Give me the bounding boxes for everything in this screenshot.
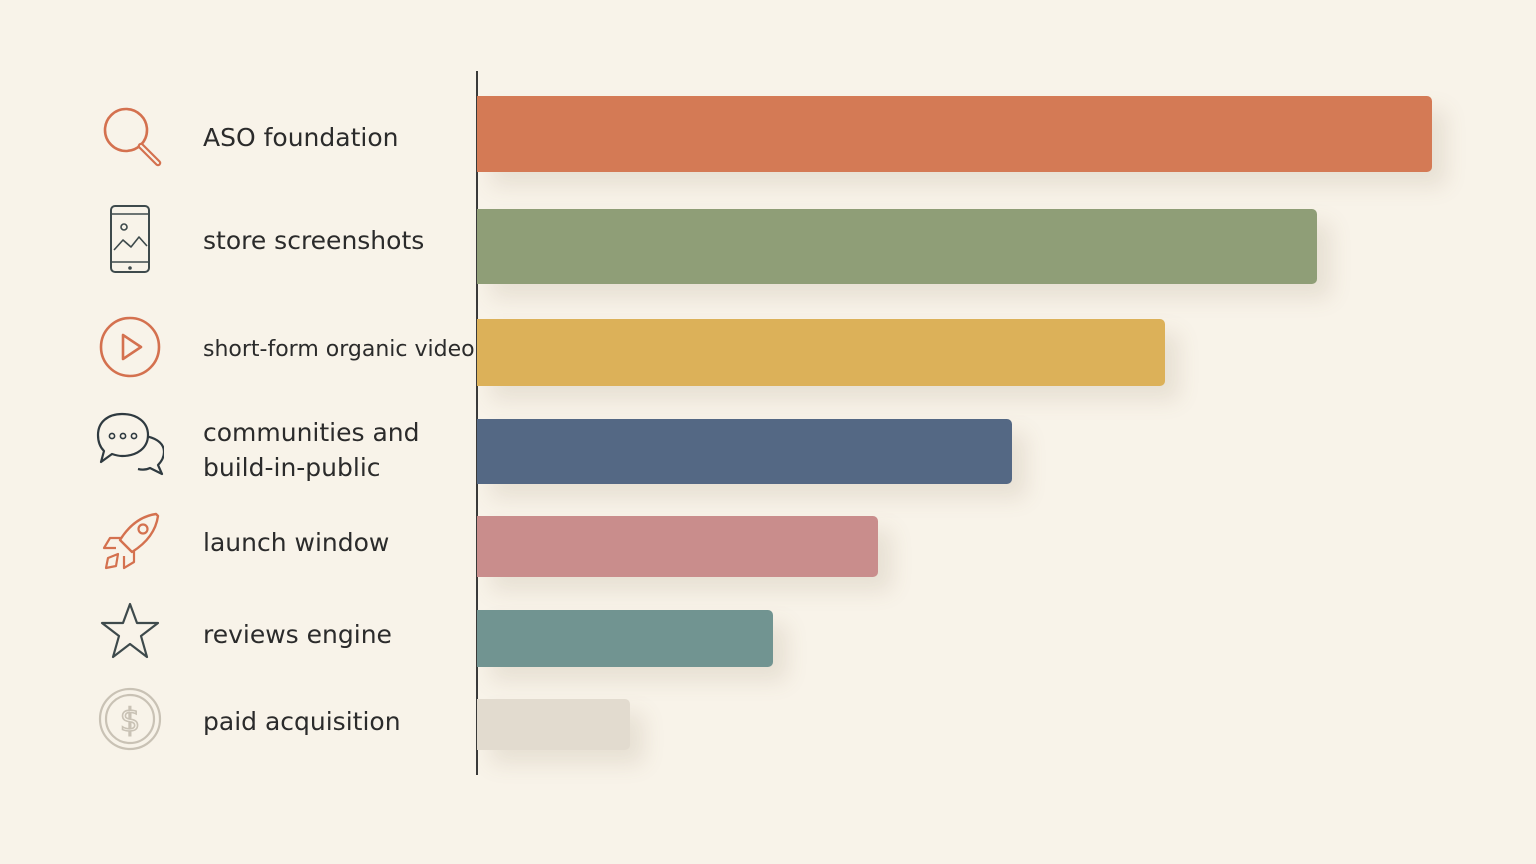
bar-label-line: short-form organic video — [203, 337, 475, 362]
bar — [477, 699, 630, 750]
bar-label-line: ASO foundation — [203, 123, 399, 152]
bar — [477, 209, 1317, 284]
bar — [477, 96, 1432, 172]
bar-label: communities and build-in-public — [203, 415, 420, 485]
category-axis-line — [476, 71, 478, 775]
bar-label-line: store screenshots — [203, 226, 425, 255]
bar — [477, 419, 1012, 484]
bar-label: short-form organic video — [203, 332, 475, 367]
chat-bubbles-icon — [96, 410, 164, 478]
bar — [477, 319, 1165, 386]
svg-text:$: $ — [120, 701, 140, 739]
bar-label-line: communities and — [203, 418, 420, 447]
bar-label-line: build-in-public — [203, 453, 381, 482]
bar — [477, 610, 773, 667]
bar-label-line: paid acquisition — [203, 707, 401, 736]
play-circle-icon — [96, 313, 164, 381]
magnifier-icon — [96, 101, 164, 169]
bar-label: store screenshots — [203, 223, 424, 258]
star-icon — [96, 598, 164, 666]
bar-label-line: launch window — [203, 528, 390, 557]
bar-label-line: reviews engine — [203, 620, 392, 649]
rocket-icon — [96, 508, 164, 576]
bar-label: launch window — [203, 525, 389, 560]
bar-label: ASO foundation — [203, 120, 398, 155]
bar — [477, 516, 878, 577]
dollar-coin-icon: $ — [96, 685, 164, 753]
phone-screenshot-icon — [96, 205, 164, 273]
bar-label: reviews engine — [203, 617, 392, 652]
bar-label: paid acquisition — [203, 704, 401, 739]
